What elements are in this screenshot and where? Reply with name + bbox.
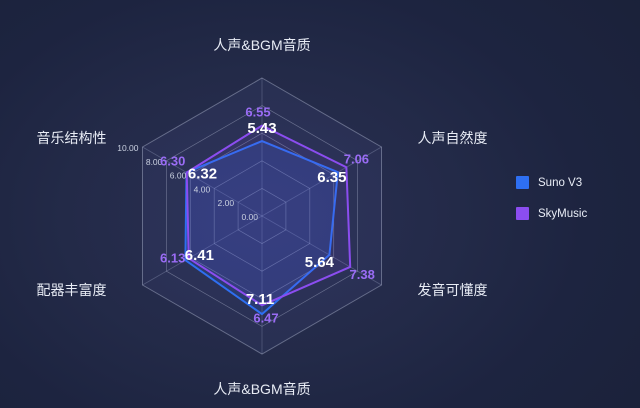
category-label-1: 人声自然度 [418,130,488,146]
grid-ring [213,160,311,272]
value-label-skymusic-2: 7.38 [350,267,375,282]
radar-spoke [261,215,382,286]
value-label-suno-v3-4: 6.41 [185,247,214,264]
grid-ring [237,187,287,245]
radar-spoke [142,215,263,286]
legend-item-skymusic[interactable]: SkyMusic [516,207,632,220]
grid-ring [141,77,383,355]
radar-value-labels: 5.43 6.35 5.64 7.11 6.41 6.32 6.55 7.06 7.38 6.47… [160,105,375,326]
legend-swatch-skymusic [516,207,529,220]
legend-swatch-suno-v3 [516,176,529,189]
value-label-suno-v3-3: 7.11 [246,291,274,308]
category-label-4: 配器丰富度 [37,282,107,298]
radar-tick-labels: 0.00 2.00 4.00 6.00 8.00 10.00 [117,143,258,222]
category-label-0: 人声&BGM音质 [213,37,310,53]
value-label-skymusic-5: 6.30 [160,154,185,169]
value-label-suno-v3-2: 5.64 [305,254,335,271]
value-label-skymusic-0: 6.55 [245,105,270,120]
chart-legend: Suno V3 SkyMusic [516,176,632,238]
category-label-3: 人声&BGM音质 [213,381,310,397]
axis-tick-label: 4.00 [194,184,211,194]
axis-tick-label: 6.00 [170,171,187,181]
radar-chart: 0.00 2.00 4.00 6.00 8.00 10.00 人声&BGM音质 人声自然度发… [37,37,488,397]
value-label-skymusic-3: 6.47 [253,310,278,325]
radar-spoke [142,146,263,217]
axis-tick-label: 10.00 [117,143,139,153]
legend-label-skymusic: SkyMusic [538,207,588,220]
radar-spoke [261,146,382,217]
legend-label-suno-v3: Suno V3 [538,176,583,189]
value-label-suno-v3-0: 5.43 [247,120,276,137]
legend-item-suno-v3[interactable]: Suno V3 [516,176,632,189]
value-label-skymusic-1: 7.06 [344,151,369,166]
category-label-2: 发音可懂度 [418,282,488,298]
radar-axes [142,78,382,354]
radar-series [184,124,352,316]
axis-tick-label: 8.00 [146,157,163,167]
series-polygon-skymusic [185,124,352,307]
value-label-skymusic-4: 6.13 [160,250,185,265]
value-label-suno-v3-1: 6.35 [317,169,346,186]
axis-tick-label: 2.00 [218,198,235,208]
axis-tick-label: 0.00 [241,212,258,222]
value-label-suno-v3-5: 6.32 [188,165,217,182]
grid-ring [166,105,358,327]
grid-ring [189,132,335,300]
radar-grid [141,77,383,355]
category-label-5: 音乐结构性 [37,130,107,146]
